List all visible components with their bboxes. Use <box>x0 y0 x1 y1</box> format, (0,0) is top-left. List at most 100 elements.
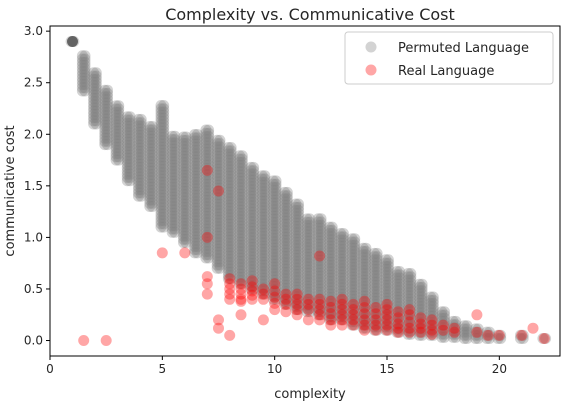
permuted-point <box>99 107 111 119</box>
permuted-point <box>158 135 170 147</box>
permuted-point <box>124 130 136 142</box>
permuted-point <box>425 320 437 332</box>
real-point <box>235 295 247 307</box>
permuted-point <box>146 143 158 155</box>
permuted-point <box>281 215 293 227</box>
permuted-point <box>158 173 170 185</box>
permuted-point <box>335 256 347 268</box>
permuted-point <box>124 120 136 132</box>
permuted-point <box>267 185 279 196</box>
permuted-point <box>180 198 192 210</box>
permuted-point <box>394 291 406 303</box>
permuted-point <box>76 85 88 97</box>
real-point <box>404 326 415 338</box>
permuted-point <box>236 175 248 187</box>
permuted-point <box>203 236 215 248</box>
permuted-point <box>144 162 156 174</box>
permuted-point <box>144 159 156 171</box>
permuted-point <box>301 277 313 289</box>
permuted-point <box>256 269 268 281</box>
real-point <box>381 324 393 336</box>
permuted-point <box>281 273 293 285</box>
permuted-point <box>102 119 113 131</box>
permuted-point <box>158 160 170 172</box>
permuted-point <box>180 134 192 146</box>
permuted-point <box>200 182 212 194</box>
permuted-point <box>200 223 212 235</box>
permuted-point <box>88 70 100 82</box>
permuted-point <box>279 218 291 230</box>
permuted-point <box>346 252 358 264</box>
permuted-point <box>225 228 237 240</box>
permuted-point <box>245 222 257 234</box>
permuted-point <box>279 260 291 272</box>
permuted-point <box>416 291 428 303</box>
permuted-point <box>79 63 91 75</box>
permuted-point <box>337 301 349 313</box>
real-point <box>381 309 393 321</box>
permuted-point <box>402 284 414 295</box>
permuted-point <box>203 242 215 254</box>
permuted-point <box>191 244 203 256</box>
permuted-point <box>146 162 158 174</box>
permuted-point <box>146 181 158 193</box>
permuted-point <box>293 198 304 210</box>
permuted-point <box>200 198 212 210</box>
permuted-point <box>458 326 470 338</box>
permuted-point <box>360 249 372 261</box>
permuted-point <box>102 139 113 151</box>
permuted-point <box>293 233 304 245</box>
permuted-point <box>155 154 167 166</box>
permuted-point <box>90 73 102 85</box>
permuted-point <box>133 113 144 125</box>
permuted-point <box>335 247 347 259</box>
permuted-point <box>169 178 181 190</box>
y-tick-label: 0.0 <box>24 334 43 348</box>
permuted-point <box>90 83 102 95</box>
permuted-point <box>267 284 279 296</box>
permuted-point <box>416 310 428 322</box>
permuted-point <box>203 130 215 142</box>
permuted-point <box>200 124 212 136</box>
permuted-point <box>256 266 268 278</box>
permuted-point <box>245 200 257 212</box>
real-point <box>325 319 337 331</box>
permuted-point <box>270 258 282 270</box>
permuted-point <box>180 153 192 165</box>
permuted-point <box>337 247 349 259</box>
permuted-point <box>256 243 268 255</box>
permuted-point <box>144 127 156 139</box>
permuted-point <box>222 215 234 227</box>
permuted-point <box>337 285 349 297</box>
permuted-point <box>200 146 212 158</box>
permuted-point <box>427 329 439 341</box>
permuted-point <box>259 221 271 233</box>
real-point <box>302 298 314 310</box>
permuted-point <box>110 109 122 121</box>
permuted-point <box>180 166 192 178</box>
permuted-point <box>380 270 392 282</box>
permuted-point <box>279 238 291 250</box>
permuted-point <box>248 270 260 282</box>
real-point <box>325 302 337 313</box>
permuted-point <box>99 100 111 112</box>
permuted-point <box>315 293 327 305</box>
permuted-point <box>169 220 181 232</box>
permuted-point <box>279 273 291 285</box>
permuted-point <box>222 174 234 185</box>
permuted-point <box>200 169 212 181</box>
permuted-point <box>416 326 428 338</box>
permuted-point <box>121 143 133 155</box>
permuted-point <box>315 274 327 285</box>
permuted-point <box>405 290 417 302</box>
permuted-point <box>293 275 304 287</box>
permuted-point <box>371 251 383 263</box>
permuted-point <box>304 287 316 298</box>
permuted-point <box>158 122 170 134</box>
permuted-point <box>290 272 302 284</box>
permuted-point <box>360 303 372 315</box>
y-tick-label: 0.5 <box>24 282 43 296</box>
permuted-point <box>248 280 260 292</box>
permuted-point <box>191 212 203 224</box>
permuted-point <box>402 290 414 302</box>
